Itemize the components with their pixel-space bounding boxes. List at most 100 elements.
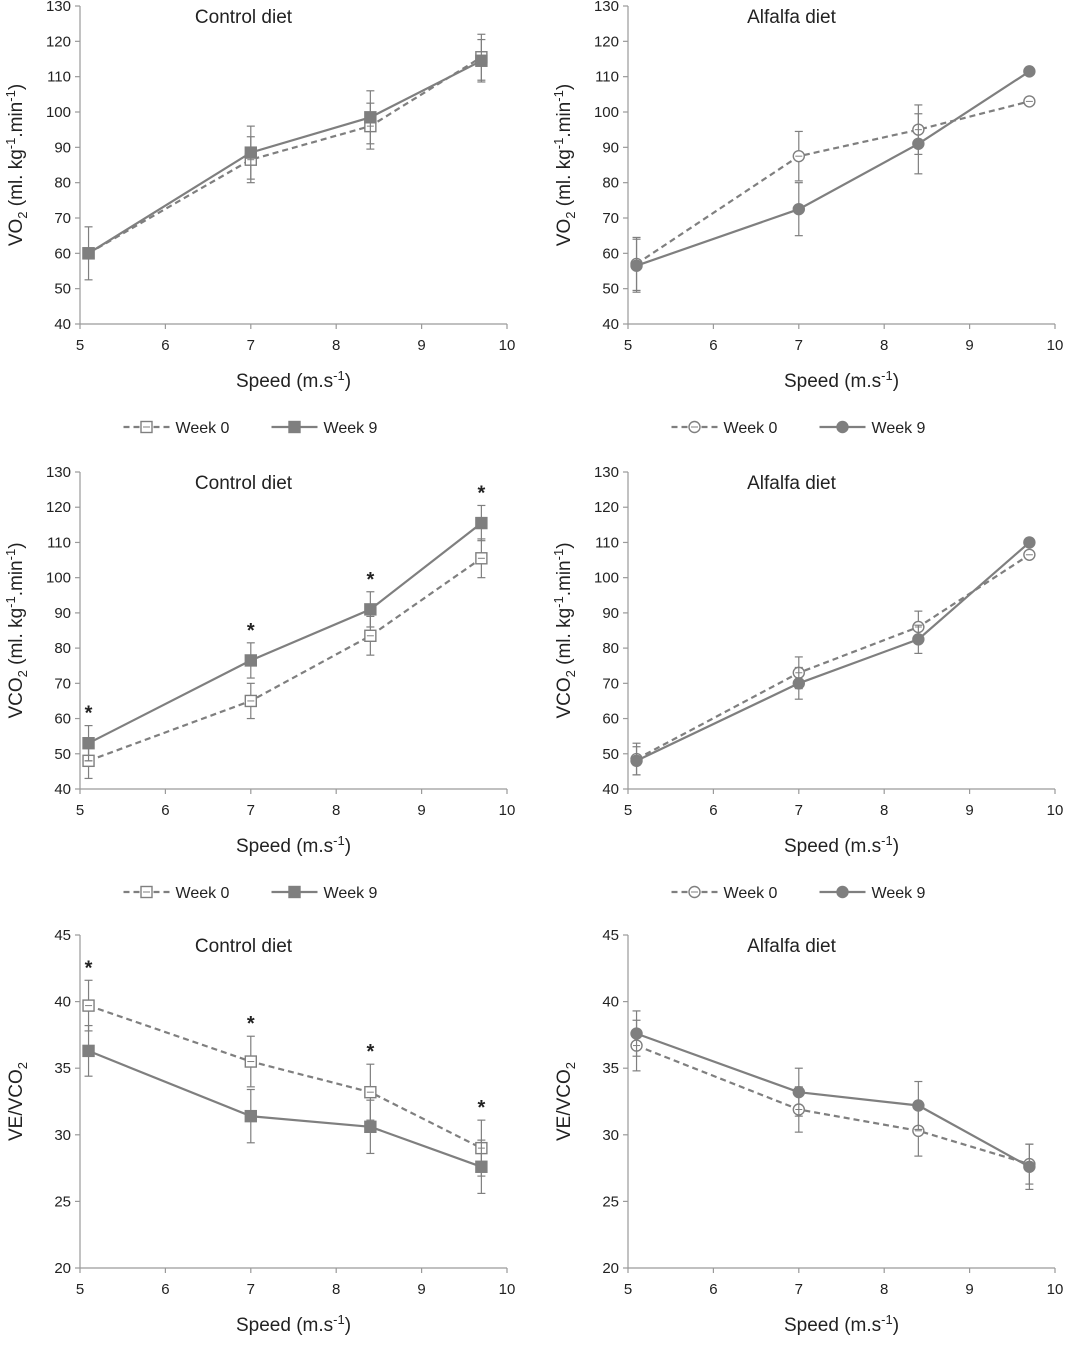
y-tick-label: 60 <box>602 711 619 728</box>
y-tick-label: 100 <box>46 570 71 587</box>
y-tick-label: 120 <box>594 33 619 50</box>
data-point-week-9 <box>1023 65 1036 78</box>
y-tick-label: 110 <box>595 534 619 551</box>
significance-star: * <box>477 482 485 504</box>
chart-title: Control diet <box>195 7 293 28</box>
data-point-week-9 <box>792 1085 805 1099</box>
data-point-week-9 <box>912 137 925 151</box>
y-tick-label: 70 <box>602 675 619 692</box>
legend-label: Week 0 <box>176 420 230 437</box>
chart-title: Control diet <box>195 473 293 494</box>
x-tick-label: 10 <box>499 802 516 819</box>
y-tick-label: 130 <box>46 0 71 15</box>
chart-panel-6: 20 25 30 35 40 45 5 6 7 8 9 10 Alfalfa diet Speed (m.… <box>554 927 1063 1368</box>
x-tick-label: 7 <box>247 337 255 354</box>
significance-star: * <box>366 569 374 591</box>
y-tick-label: 30 <box>602 1127 619 1144</box>
x-tick-label: 5 <box>624 1281 632 1298</box>
legend-label: Week 9 <box>324 885 378 902</box>
x-axis-label-4: Speed (m.s-1) <box>784 833 899 857</box>
series-line-week-0 <box>87 56 482 255</box>
x-axis-label-2: Speed (m.s-1) <box>784 368 899 392</box>
data-point-week-9 <box>244 1109 258 1123</box>
series-line-week-9 <box>88 1049 482 1168</box>
x-tick-label: 8 <box>880 1281 888 1298</box>
series-line-week-0 <box>635 553 1030 761</box>
significance-star: * <box>477 1097 485 1119</box>
x-tick-label: 5 <box>624 802 632 819</box>
y-tick-label: 120 <box>46 33 71 50</box>
significance-star: * <box>85 703 93 725</box>
significance-star: * <box>366 1041 374 1063</box>
x-tick-label: 6 <box>161 337 169 354</box>
y-tick-label: 70 <box>54 675 71 692</box>
y-tick-label: 90 <box>54 139 71 156</box>
y-tick-label: 40 <box>54 781 71 798</box>
x-tick-label: 8 <box>880 337 888 354</box>
y-tick-label: 50 <box>602 746 619 763</box>
y-tick-label: 45 <box>54 927 71 944</box>
y-axis-label-1: VO2​ (ml. kg-​1​.min-​1​) <box>3 84 30 246</box>
significance-star: * <box>85 957 93 979</box>
data-point-week-9 <box>792 202 805 216</box>
x-axis-label-1: Speed (m.s-1) <box>236 368 351 392</box>
x-tick-label: 8 <box>332 802 340 819</box>
x-tick-label: 9 <box>417 802 425 819</box>
x-tick-label: 9 <box>417 337 425 354</box>
y-tick-label: 100 <box>594 570 619 587</box>
legend-label: Week 0 <box>724 420 778 437</box>
significance-star: * <box>247 1013 255 1035</box>
data-point-week-9 <box>630 259 643 272</box>
y-tick-label: 120 <box>594 499 619 516</box>
x-tick-label: 5 <box>76 802 84 819</box>
x-tick-label: 6 <box>161 802 169 819</box>
x-tick-label: 6 <box>709 337 717 354</box>
y-axis-label-2: VO2​ (ml. kg-​1​.min-​1​) <box>551 84 578 246</box>
y-axis-label-3: VCO2​ (ml. kg-​1​.min-​1​) <box>3 542 30 718</box>
x-tick-label: 10 <box>1047 337 1064 354</box>
y-tick-label: 40 <box>602 994 619 1011</box>
data-point-week-9 <box>1023 536 1036 549</box>
legend-marker <box>836 420 849 434</box>
y-tick-label: 40 <box>54 316 71 333</box>
x-tick-label: 7 <box>795 1281 803 1298</box>
data-point-week-9 <box>912 633 925 646</box>
legend-label: Week 9 <box>324 420 378 437</box>
legend-label: Week 0 <box>724 885 778 902</box>
x-tick-label: 7 <box>795 337 803 354</box>
y-tick-label: 70 <box>54 210 71 227</box>
y-tick-label: 110 <box>47 69 71 86</box>
y-tick-label: 50 <box>602 281 619 298</box>
x-tick-label: 10 <box>1047 802 1064 819</box>
series-line-week-9 <box>636 1032 1030 1168</box>
x-axis-label-6: Speed (m.s-1) <box>784 1312 899 1336</box>
series-line-week-0 <box>635 100 1030 265</box>
x-tick-label: 8 <box>332 1281 340 1298</box>
data-point-week-9 <box>475 1160 488 1173</box>
x-tick-label: 7 <box>247 802 255 819</box>
y-tick-label: 20 <box>602 1260 619 1277</box>
data-point-week-9 <box>364 603 377 616</box>
y-tick-label: 80 <box>602 175 619 192</box>
chart-panel-4: 40 50 60 70 80 90 100 110 120 130 5 6 7 8 9 10 Alfalfa d… <box>551 464 1063 902</box>
legend-marker <box>836 885 849 899</box>
legend-marker <box>288 420 301 434</box>
data-point-week-9 <box>364 111 377 124</box>
data-point-week-9 <box>475 54 488 67</box>
series-line-week-0 <box>636 1044 1030 1166</box>
data-point-week-9 <box>630 754 643 768</box>
x-tick-label: 5 <box>76 337 84 354</box>
x-tick-label: 6 <box>161 1281 169 1298</box>
y-tick-label: 110 <box>47 534 71 551</box>
y-tick-label: 110 <box>595 69 619 86</box>
x-tick-label: 6 <box>709 802 717 819</box>
y-tick-label: 40 <box>602 781 619 798</box>
series-line-week-9 <box>87 59 482 255</box>
y-tick-label: 40 <box>54 994 71 1011</box>
y-axis-label-6: VE/VCO2​ <box>554 1062 578 1141</box>
y-tick-label: 60 <box>54 245 71 262</box>
y-tick-label: 70 <box>602 210 619 227</box>
y-tick-label: 80 <box>54 175 71 192</box>
y-tick-label: 100 <box>46 104 71 121</box>
